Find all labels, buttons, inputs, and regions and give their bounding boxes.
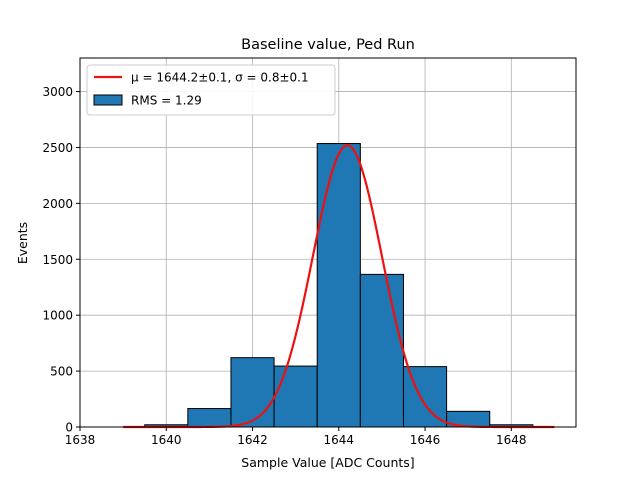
y-tick-label: 2000	[42, 197, 73, 211]
y-axis-ticks: 0 500 1000 1500 2000 2500 3000	[42, 85, 80, 435]
histogram-bar	[187, 408, 232, 428]
histogram-bars	[144, 143, 534, 428]
plot-frame	[79, 57, 577, 428]
chart-title: Baseline value, Ped Run	[241, 37, 415, 53]
y-tick-label: 500	[50, 365, 73, 379]
y-axis-label: Events	[15, 222, 30, 264]
legend-rms-swatch	[93, 94, 123, 106]
legend-fit-label: μ = 1644.2±0.1, σ = 0.8±0.1	[131, 71, 309, 85]
x-tick-label: 1644	[324, 433, 355, 447]
legend-rms-label: RMS = 1.29	[131, 94, 202, 108]
histogram-bar	[359, 273, 404, 428]
histogram-bar	[230, 357, 275, 428]
y-tick-label: 3000	[42, 85, 73, 99]
x-tick-label: 1648	[496, 433, 527, 447]
x-tick-label: 1646	[410, 433, 441, 447]
legend: μ = 1644.2±0.1, σ = 0.8±0.1 RMS = 1.29	[86, 64, 336, 116]
x-tick-label: 1638	[65, 433, 96, 447]
histogram-bar	[316, 143, 361, 428]
histogram-bar	[273, 365, 318, 428]
x-tick-label: 1642	[237, 433, 268, 447]
x-axis-ticks: 1638 1640 1642 1644 1646 1648	[65, 427, 527, 447]
x-axis-label: Sample Value [ADC Counts]	[241, 455, 414, 470]
y-tick-label: 1500	[42, 253, 73, 267]
legend-box	[86, 64, 336, 116]
x-tick-label: 1640	[151, 433, 182, 447]
y-tick-label: 2500	[42, 141, 73, 155]
y-tick-label: 1000	[42, 309, 73, 323]
y-tick-label: 0	[65, 421, 73, 435]
